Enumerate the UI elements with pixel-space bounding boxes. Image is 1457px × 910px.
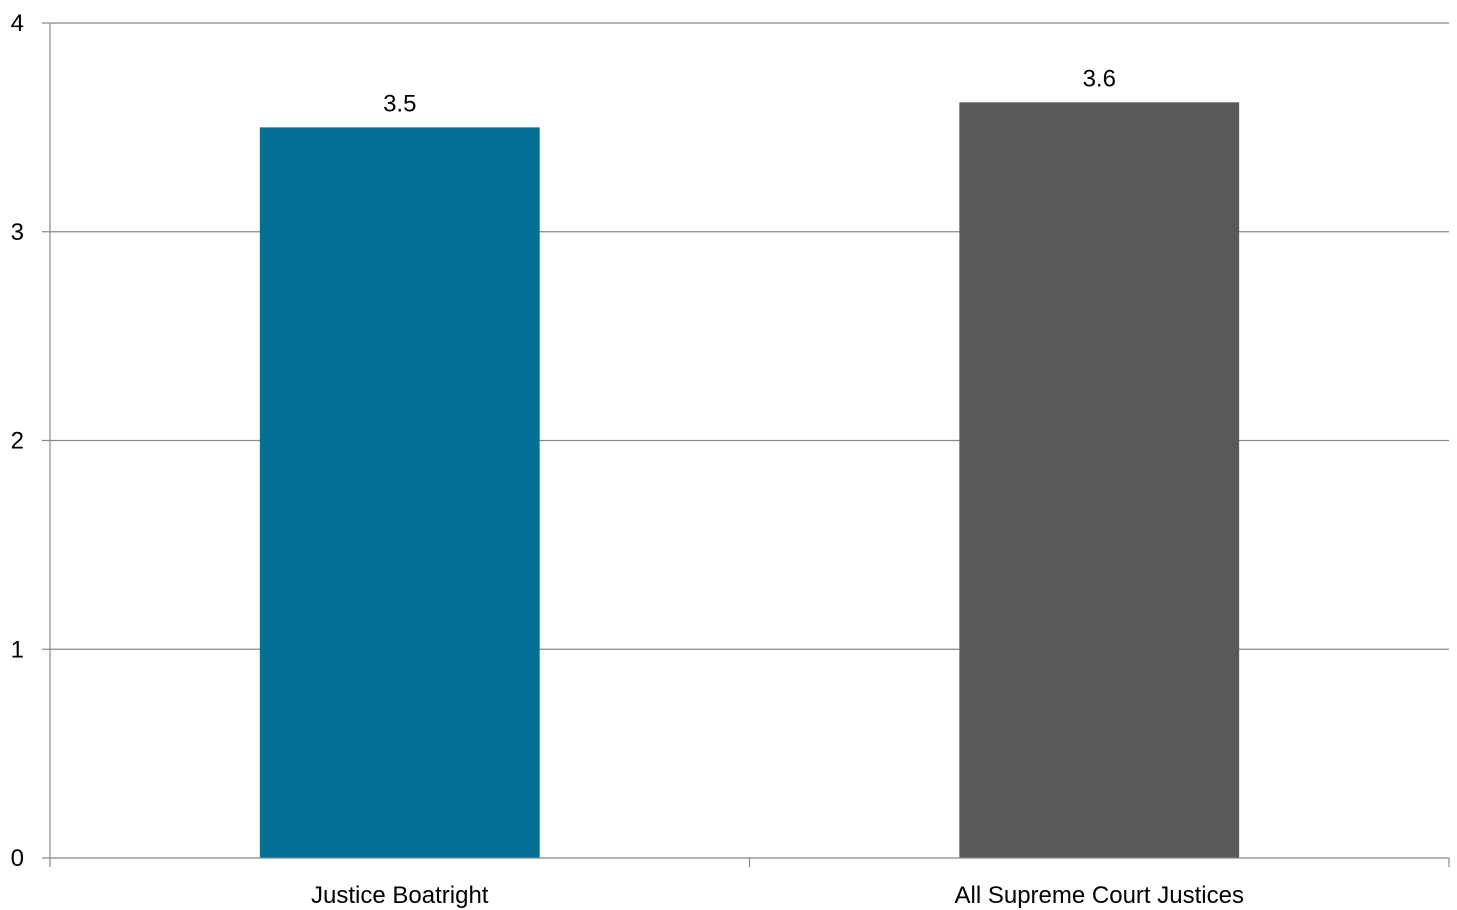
y-tick-label: 4 [11,10,24,37]
y-tick-label: 1 [11,636,24,663]
labels: 0 1 2 3 4 3.5 Justice Boatright 3.6 All Supreme … [11,10,1244,909]
axes [42,22,1450,867]
y-tick-label: 2 [11,428,24,455]
x-category-label: Justice Boatright [311,882,489,909]
bars [259,102,1240,858]
data-label: 3.5 [383,90,416,117]
y-tick-label: 3 [11,219,24,246]
x-category-label: All Supreme Court Justices [955,882,1244,909]
y-tick-label: 0 [11,845,24,872]
bar-0 [259,127,540,858]
bar-1 [959,102,1240,858]
data-label: 3.6 [1083,65,1116,92]
